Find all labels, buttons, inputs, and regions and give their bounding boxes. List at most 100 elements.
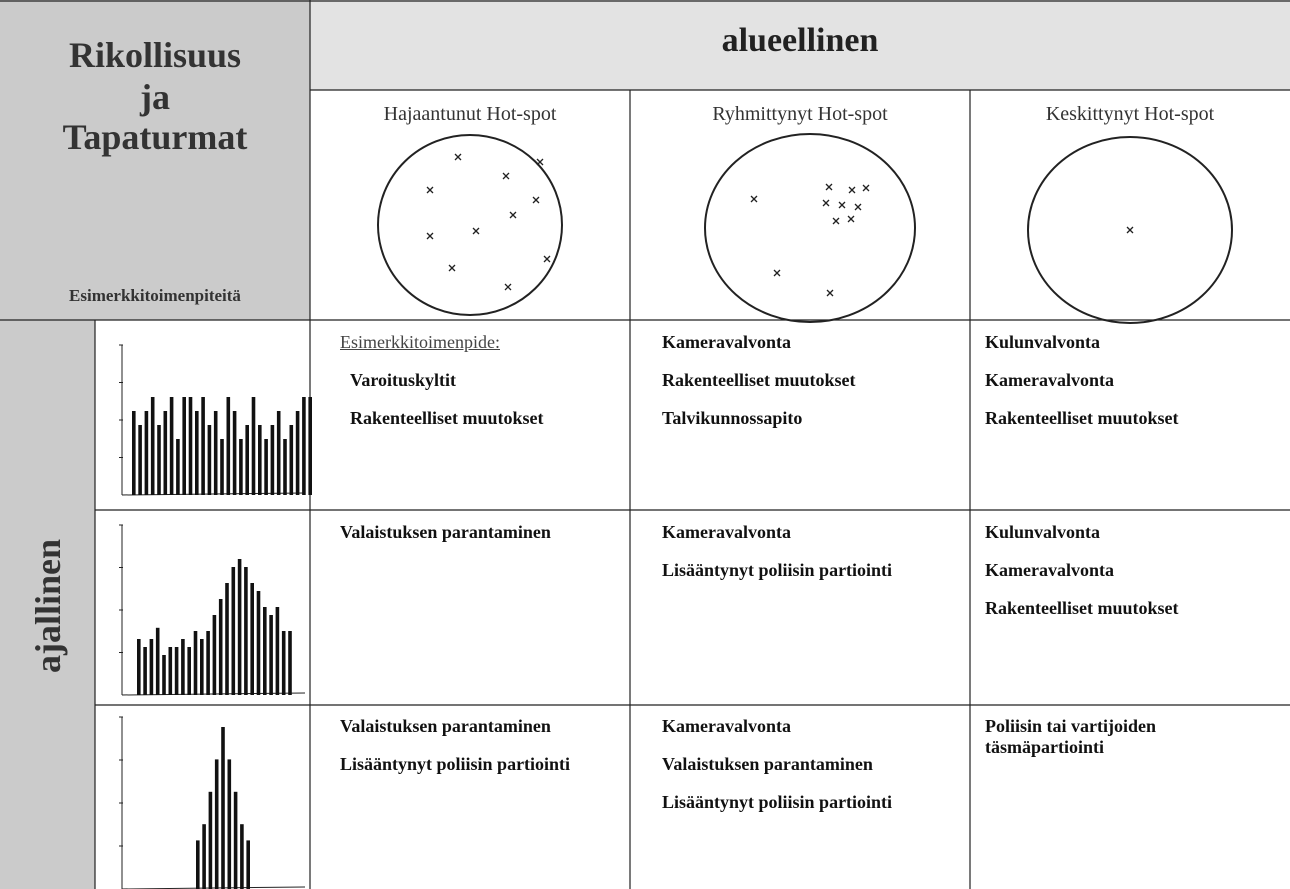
cell-item: Valaistuksen parantaminen bbox=[340, 522, 551, 542]
histogram-bar bbox=[137, 639, 141, 695]
cross bbox=[426, 186, 434, 194]
cross bbox=[838, 201, 846, 209]
cell-item: Valaistuksen parantaminen bbox=[662, 754, 873, 774]
histogram-bar bbox=[281, 631, 286, 695]
histogram-bar bbox=[182, 397, 186, 495]
histogram-bar bbox=[263, 607, 267, 695]
histogram-bar bbox=[226, 397, 231, 495]
histogram-bar bbox=[302, 397, 306, 495]
cell-item: Varoituskyltit bbox=[350, 370, 457, 390]
histogram-bar bbox=[283, 439, 287, 495]
histogram-bar bbox=[231, 567, 236, 695]
histogram-bar bbox=[256, 591, 261, 695]
histogram-bar bbox=[212, 615, 217, 695]
cross bbox=[750, 195, 758, 203]
histogram-bar bbox=[251, 397, 256, 495]
histogram-bar bbox=[232, 411, 237, 495]
histogram-bar bbox=[258, 425, 262, 495]
histogram-bar bbox=[244, 567, 248, 695]
histogram-bar bbox=[214, 759, 219, 889]
histogram-bar bbox=[225, 583, 229, 695]
cross bbox=[504, 283, 512, 291]
histogram-bar bbox=[207, 425, 212, 495]
hotspot-circle bbox=[377, 134, 563, 316]
histogram-bar bbox=[138, 425, 142, 495]
histogram-bar bbox=[143, 647, 147, 695]
cross bbox=[773, 269, 781, 277]
spatial-header-cell bbox=[310, 0, 1290, 90]
hotspot-circle bbox=[1027, 136, 1233, 324]
histogram-bar bbox=[162, 655, 166, 695]
histogram-bar bbox=[218, 599, 223, 695]
histogram-bar bbox=[227, 759, 232, 889]
cell-item: Kameravalvonta bbox=[662, 332, 791, 352]
cross bbox=[509, 211, 517, 219]
column-title: Ryhmittynyt Hot-spot bbox=[712, 103, 888, 125]
histogram-bar bbox=[264, 439, 268, 495]
histogram-bar bbox=[270, 425, 275, 495]
histogram-bar bbox=[149, 639, 154, 695]
histogram-bar bbox=[250, 583, 254, 695]
cross bbox=[862, 184, 870, 192]
histogram-bar bbox=[308, 397, 312, 495]
histogram-bar bbox=[208, 791, 213, 889]
cross bbox=[502, 172, 510, 180]
cell-item: Lisääntynyt poliisin partiointi bbox=[662, 792, 893, 812]
cell-item: Kulunvalvonta bbox=[985, 522, 1101, 542]
histogram-bar bbox=[168, 647, 173, 695]
histogram-bar bbox=[176, 439, 180, 495]
cell-item: Poliisin tai vartijoiden täsmäpartiointi bbox=[985, 716, 1156, 757]
histogram-bar bbox=[169, 397, 174, 495]
histogram-bar bbox=[220, 439, 224, 495]
cross bbox=[854, 203, 862, 211]
histogram-bar bbox=[174, 647, 179, 695]
histogram-bar bbox=[132, 411, 136, 495]
temporal-header-cell bbox=[0, 320, 95, 889]
histogram-bar bbox=[245, 425, 249, 495]
cross bbox=[848, 186, 856, 194]
corner-line: Tapaturmat bbox=[62, 117, 248, 157]
histogram-bar bbox=[221, 727, 225, 889]
cross bbox=[448, 264, 456, 272]
histogram-bar bbox=[237, 559, 242, 695]
histogram-bar bbox=[157, 425, 161, 495]
histogram-bar bbox=[144, 411, 149, 495]
histogram-bar bbox=[295, 411, 300, 495]
cell-item: Kameravalvonta bbox=[985, 370, 1114, 390]
histogram-bar bbox=[187, 647, 191, 695]
histogram-bar bbox=[181, 639, 185, 695]
histogram-bar bbox=[213, 411, 218, 495]
spatial-title: alueellinen bbox=[721, 22, 879, 59]
cell-item: Valaistuksen parantaminen bbox=[340, 716, 551, 736]
histogram-bar bbox=[150, 397, 155, 495]
cross bbox=[832, 217, 840, 225]
cell-item: Lisääntynyt poliisin partiointi bbox=[340, 754, 571, 774]
histogram-bar bbox=[155, 627, 160, 695]
histogram-bar bbox=[201, 397, 205, 495]
cell-item: Kameravalvonta bbox=[662, 522, 791, 542]
cross bbox=[426, 232, 434, 240]
cross bbox=[825, 183, 833, 191]
cross bbox=[826, 289, 834, 297]
histogram-bar bbox=[288, 631, 292, 695]
histogram-bar bbox=[233, 791, 238, 889]
column-title: Hajaantunut Hot-spot bbox=[383, 103, 557, 125]
cross bbox=[532, 196, 540, 204]
histogram-bar bbox=[206, 631, 210, 695]
cell-item: Kameravalvonta bbox=[662, 716, 791, 736]
histogram-bar bbox=[188, 397, 193, 495]
cell-item: Esimerkkitoimenpide: bbox=[340, 332, 500, 352]
histogram-bar bbox=[200, 639, 204, 695]
corner-cell bbox=[0, 0, 310, 320]
column-title: Keskittynyt Hot-spot bbox=[1045, 103, 1215, 125]
cell-item: Rakenteelliset muutokset bbox=[662, 370, 856, 390]
histogram-bar bbox=[289, 425, 294, 495]
cell-item: Kulunvalvonta bbox=[985, 332, 1101, 352]
cell-item: Rakenteelliset muutokset bbox=[350, 408, 544, 428]
cross bbox=[822, 199, 830, 207]
cell-item: Lisääntynyt poliisin partiointi bbox=[662, 560, 893, 580]
cell-item: Rakenteelliset muutokset bbox=[985, 598, 1179, 618]
cross bbox=[454, 153, 462, 161]
